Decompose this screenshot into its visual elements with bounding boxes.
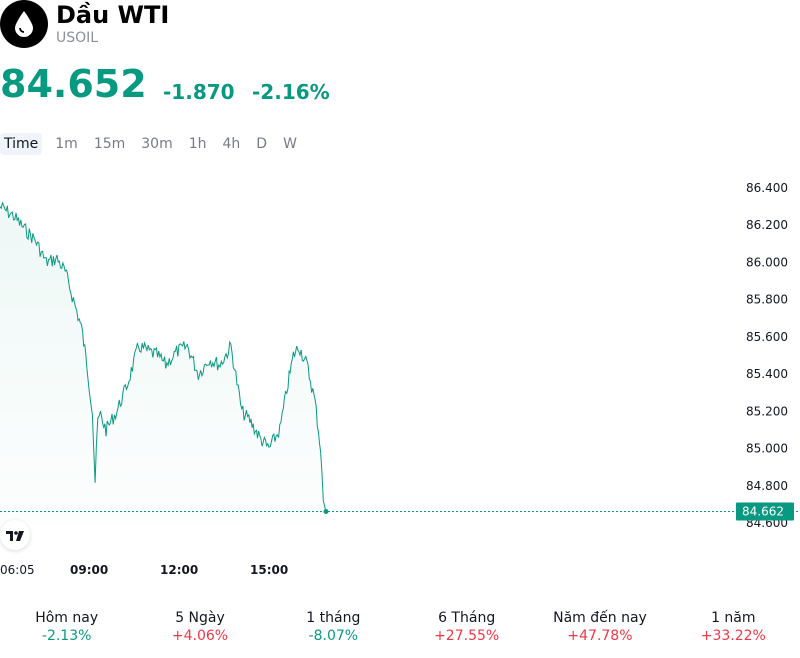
quote-row: 84.652 -1.870 -2.16% <box>0 62 420 108</box>
tab-time[interactable]: Time <box>0 133 43 155</box>
last-price-dot <box>323 508 329 514</box>
y-tick-label: 85.600 <box>746 330 788 344</box>
perf-label: Năm đến nay <box>553 610 647 626</box>
perf-year-to-date[interactable]: Năm đến nay +47.78% <box>533 610 666 650</box>
perf-value: +27.55% <box>434 628 500 644</box>
perf-value: -2.13% <box>41 628 92 644</box>
perf-label: 5 Ngày <box>175 610 225 626</box>
interval-tabs: Time 1m 15m 30m 1h 4h D W <box>0 132 305 156</box>
y-tick-label: 86.400 <box>746 181 788 195</box>
perf-label: Hôm nay <box>35 610 99 626</box>
tab-15m[interactable]: 15m <box>93 136 126 152</box>
tradingview-logo-icon[interactable] <box>0 520 30 550</box>
perf-value: -8.07% <box>308 628 359 644</box>
x-axis: 06:05 09:00 12:00 15:00 <box>0 563 288 577</box>
perf-today[interactable]: Hôm nay -2.13% <box>0 610 133 650</box>
y-axis: 86.400 86.200 86.000 85.800 85.600 85.400 85.2… <box>746 181 788 530</box>
y-tick-label: 85.200 <box>746 404 788 418</box>
perf-value: +4.06% <box>171 628 229 644</box>
last-price-label: 84.662 <box>742 504 784 518</box>
perf-label: 6 Tháng <box>438 610 496 626</box>
y-tick-label: 86.000 <box>746 255 788 269</box>
y-tick-label: 86.200 <box>746 218 788 232</box>
perf-label: 1 tháng <box>306 610 361 626</box>
tab-1m[interactable]: 1m <box>55 136 78 152</box>
chart-canvas[interactable]: 86.400 86.200 86.000 85.800 85.600 85.400 85.2… <box>0 165 800 585</box>
x-tick-label: 09:00 <box>70 563 108 577</box>
x-tick-label: 06:05 <box>0 563 35 577</box>
perf-label: 1 năm <box>711 610 756 626</box>
header: Dầu WTI USOIL <box>0 0 400 50</box>
y-tick-label: 85.400 <box>746 367 788 381</box>
perf-6-months[interactable]: 6 Tháng +27.55% <box>400 610 533 650</box>
y-tick-label: 84.800 <box>746 479 788 493</box>
perf-1-month[interactable]: 1 tháng -8.07% <box>267 610 400 650</box>
last-price-label-box <box>736 502 794 521</box>
y-tick-label: 85.800 <box>746 293 788 307</box>
oil-drop-logo-icon <box>0 0 48 48</box>
last-price: 84.652 <box>0 62 147 106</box>
tab-1h[interactable]: 1h <box>188 136 207 152</box>
ticker-symbol: USOIL <box>56 30 99 46</box>
page-title: Dầu WTI <box>56 1 170 29</box>
tab-4h[interactable]: 4h <box>222 136 241 152</box>
perf-5-days[interactable]: 5 Ngày +4.06% <box>133 610 266 650</box>
performance-bar: Hôm nay -2.13% 5 Ngày +4.06% 1 tháng -8.… <box>0 610 800 650</box>
price-change: -1.870 <box>163 80 235 104</box>
perf-1-year[interactable]: 1 năm +33.22% <box>667 610 800 650</box>
price-area-fill <box>0 202 326 523</box>
x-tick-label: 15:00 <box>250 563 288 577</box>
y-tick-label: 85.000 <box>746 442 788 456</box>
x-tick-label: 12:00 <box>160 563 198 577</box>
price-chart[interactable]: 86.400 86.200 86.000 85.800 85.600 85.400 85.2… <box>0 165 800 585</box>
perf-value: +47.78% <box>567 628 633 644</box>
tab-w[interactable]: W <box>283 136 297 152</box>
price-line-series <box>0 201 327 512</box>
tab-d[interactable]: D <box>256 136 268 152</box>
tab-30m[interactable]: 30m <box>141 136 173 152</box>
perf-value: +33.22% <box>700 628 766 644</box>
price-change-percent: -2.16% <box>252 80 330 104</box>
